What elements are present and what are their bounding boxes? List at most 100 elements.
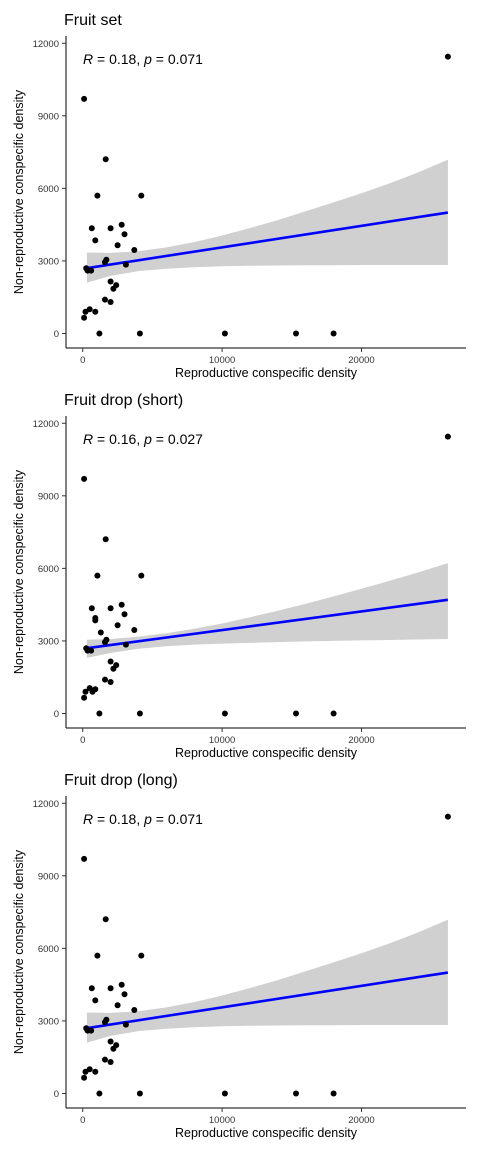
confidence-band <box>86 919 448 1043</box>
panel-title: Fruit drop (short) <box>64 392 183 409</box>
data-point <box>122 261 129 268</box>
data-point <box>221 1090 228 1097</box>
data-point <box>88 985 95 992</box>
data-point <box>330 1090 337 1097</box>
data-point <box>107 225 114 232</box>
y-tick-label: 6000 <box>38 564 59 575</box>
regression-line <box>86 211 449 270</box>
x-tick-label: 0 <box>80 355 85 366</box>
data-point <box>102 536 109 543</box>
x-tick-label: 0 <box>80 1115 85 1126</box>
stat-value: 0.071 <box>168 811 203 827</box>
correlation-annotation: R = 0.18, p = 0.071 <box>83 51 203 67</box>
data-point <box>136 330 143 337</box>
y-tick-label: 3000 <box>38 256 59 267</box>
data-point <box>81 475 88 482</box>
data-point <box>121 991 128 998</box>
panel-1: Fruit set 0 3000 6000 9000 12000 0 10000 20000Re… <box>12 12 466 380</box>
y-tick-label: 0 <box>54 329 59 340</box>
data-point <box>107 278 114 285</box>
data-point <box>118 601 125 608</box>
stat-value: 0.16 <box>109 431 136 447</box>
data-point <box>114 242 121 249</box>
confidence-band <box>86 159 448 283</box>
data-point <box>89 688 96 695</box>
data-point <box>102 296 108 303</box>
data-point <box>94 572 101 579</box>
data-point <box>88 267 95 274</box>
data-point <box>107 1038 114 1045</box>
data-point <box>138 192 145 199</box>
stat-text: , <box>136 51 144 67</box>
y-axis-title: Non-reproductive conspecific density <box>12 89 26 294</box>
x-axis-title: Reproductive conspecific density <box>175 1126 358 1140</box>
data-point <box>102 676 108 683</box>
data-point <box>88 1027 95 1034</box>
data-point <box>107 299 114 305</box>
data-point <box>131 247 138 253</box>
data-point <box>82 1068 89 1075</box>
x-tick-label: 20000 <box>348 355 374 366</box>
data-point <box>131 1007 138 1013</box>
data-point <box>102 259 108 266</box>
data-point <box>96 1090 103 1097</box>
x-tick-label: 10000 <box>209 1115 235 1126</box>
data-point <box>102 916 109 923</box>
y-tick-label: 9000 <box>38 871 59 882</box>
data-point <box>96 330 103 337</box>
stat-text: = <box>152 811 168 827</box>
y-tick-label: 0 <box>54 709 59 720</box>
data-point <box>293 330 299 337</box>
y-tick-label: 3000 <box>38 1016 59 1027</box>
data-point <box>110 1045 117 1052</box>
data-point <box>221 330 228 337</box>
stat-text: , <box>136 431 144 447</box>
data-point <box>122 641 129 648</box>
data-point <box>97 629 104 636</box>
stat-text: R <box>83 431 93 447</box>
stat-text: , <box>136 811 144 827</box>
stat-text: p <box>143 811 152 827</box>
x-axis-title: Reproductive conspecific density <box>175 366 358 380</box>
data-point <box>121 611 128 618</box>
data-point <box>114 1002 121 1009</box>
data-point <box>81 694 88 701</box>
data-point <box>81 855 88 862</box>
data-point <box>102 1019 108 1026</box>
data-point <box>81 95 88 102</box>
data-point <box>444 433 451 440</box>
x-tick-label: 0 <box>80 735 85 746</box>
data-point <box>96 710 103 717</box>
data-point <box>88 605 95 612</box>
y-tick-label: 12000 <box>33 419 59 430</box>
panel-2: Fruit drop (short) 0 3000 6000 9000 12000 0 100… <box>12 392 466 760</box>
stat-text: = <box>152 431 168 447</box>
data-point <box>293 1090 299 1097</box>
panel-3: Fruit drop (long) 0 3000 6000 9000 12000 0 1000… <box>12 772 466 1140</box>
data-point <box>102 639 108 646</box>
data-point <box>138 572 145 579</box>
data-point <box>110 665 117 672</box>
stat-value: 0.18 <box>109 811 136 827</box>
stat-text: p <box>143 51 152 67</box>
data-point <box>88 647 95 654</box>
data-point <box>92 617 99 624</box>
data-point <box>122 1021 129 1028</box>
data-point <box>136 1090 143 1097</box>
data-point <box>118 981 125 988</box>
data-point <box>81 1074 88 1081</box>
y-tick-label: 12000 <box>33 799 59 810</box>
regression-line <box>86 971 449 1030</box>
data-point <box>221 710 228 717</box>
data-point <box>330 330 337 337</box>
stat-value: 0.18 <box>109 51 136 67</box>
data-point <box>102 1056 108 1063</box>
data-point <box>136 710 143 717</box>
panel-title: Fruit set <box>64 12 122 29</box>
data-point <box>107 605 114 612</box>
x-tick-label: 20000 <box>348 1115 374 1126</box>
data-point <box>82 688 89 695</box>
regression-line <box>86 598 449 650</box>
